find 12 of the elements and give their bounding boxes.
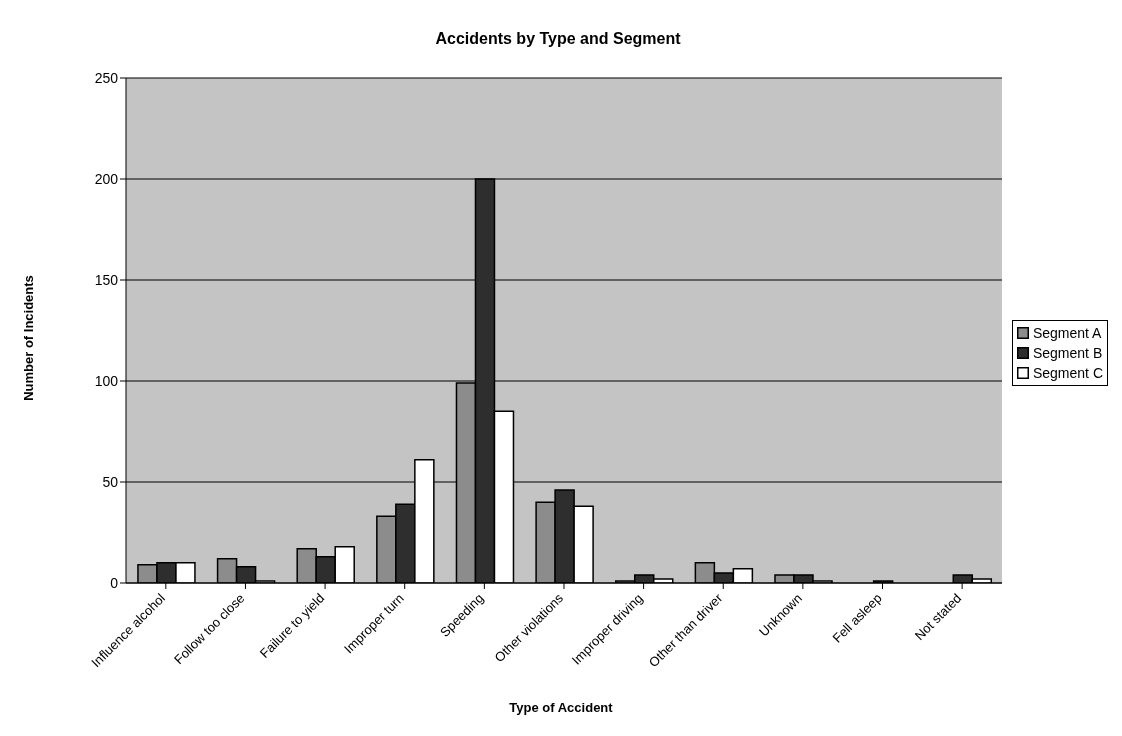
legend-label: Segment A (1032, 324, 1102, 343)
chart-title: Accidents by Type and Segment (434, 30, 682, 48)
y-axis-title: Number of Incidents (20, 275, 36, 401)
y-tick-label: 50 (102, 473, 119, 490)
y-tick-label: 250 (94, 69, 119, 86)
y-tick-label: 200 (94, 170, 119, 187)
legend-label: Segment C (1032, 364, 1103, 383)
x-axis-title: Type of Accident (508, 700, 614, 715)
y-tick-label: 150 (94, 271, 119, 288)
y-tick-label: 100 (94, 372, 119, 389)
legend-label: Segment B (1032, 344, 1103, 363)
y-tick-label: 0 (110, 574, 119, 591)
